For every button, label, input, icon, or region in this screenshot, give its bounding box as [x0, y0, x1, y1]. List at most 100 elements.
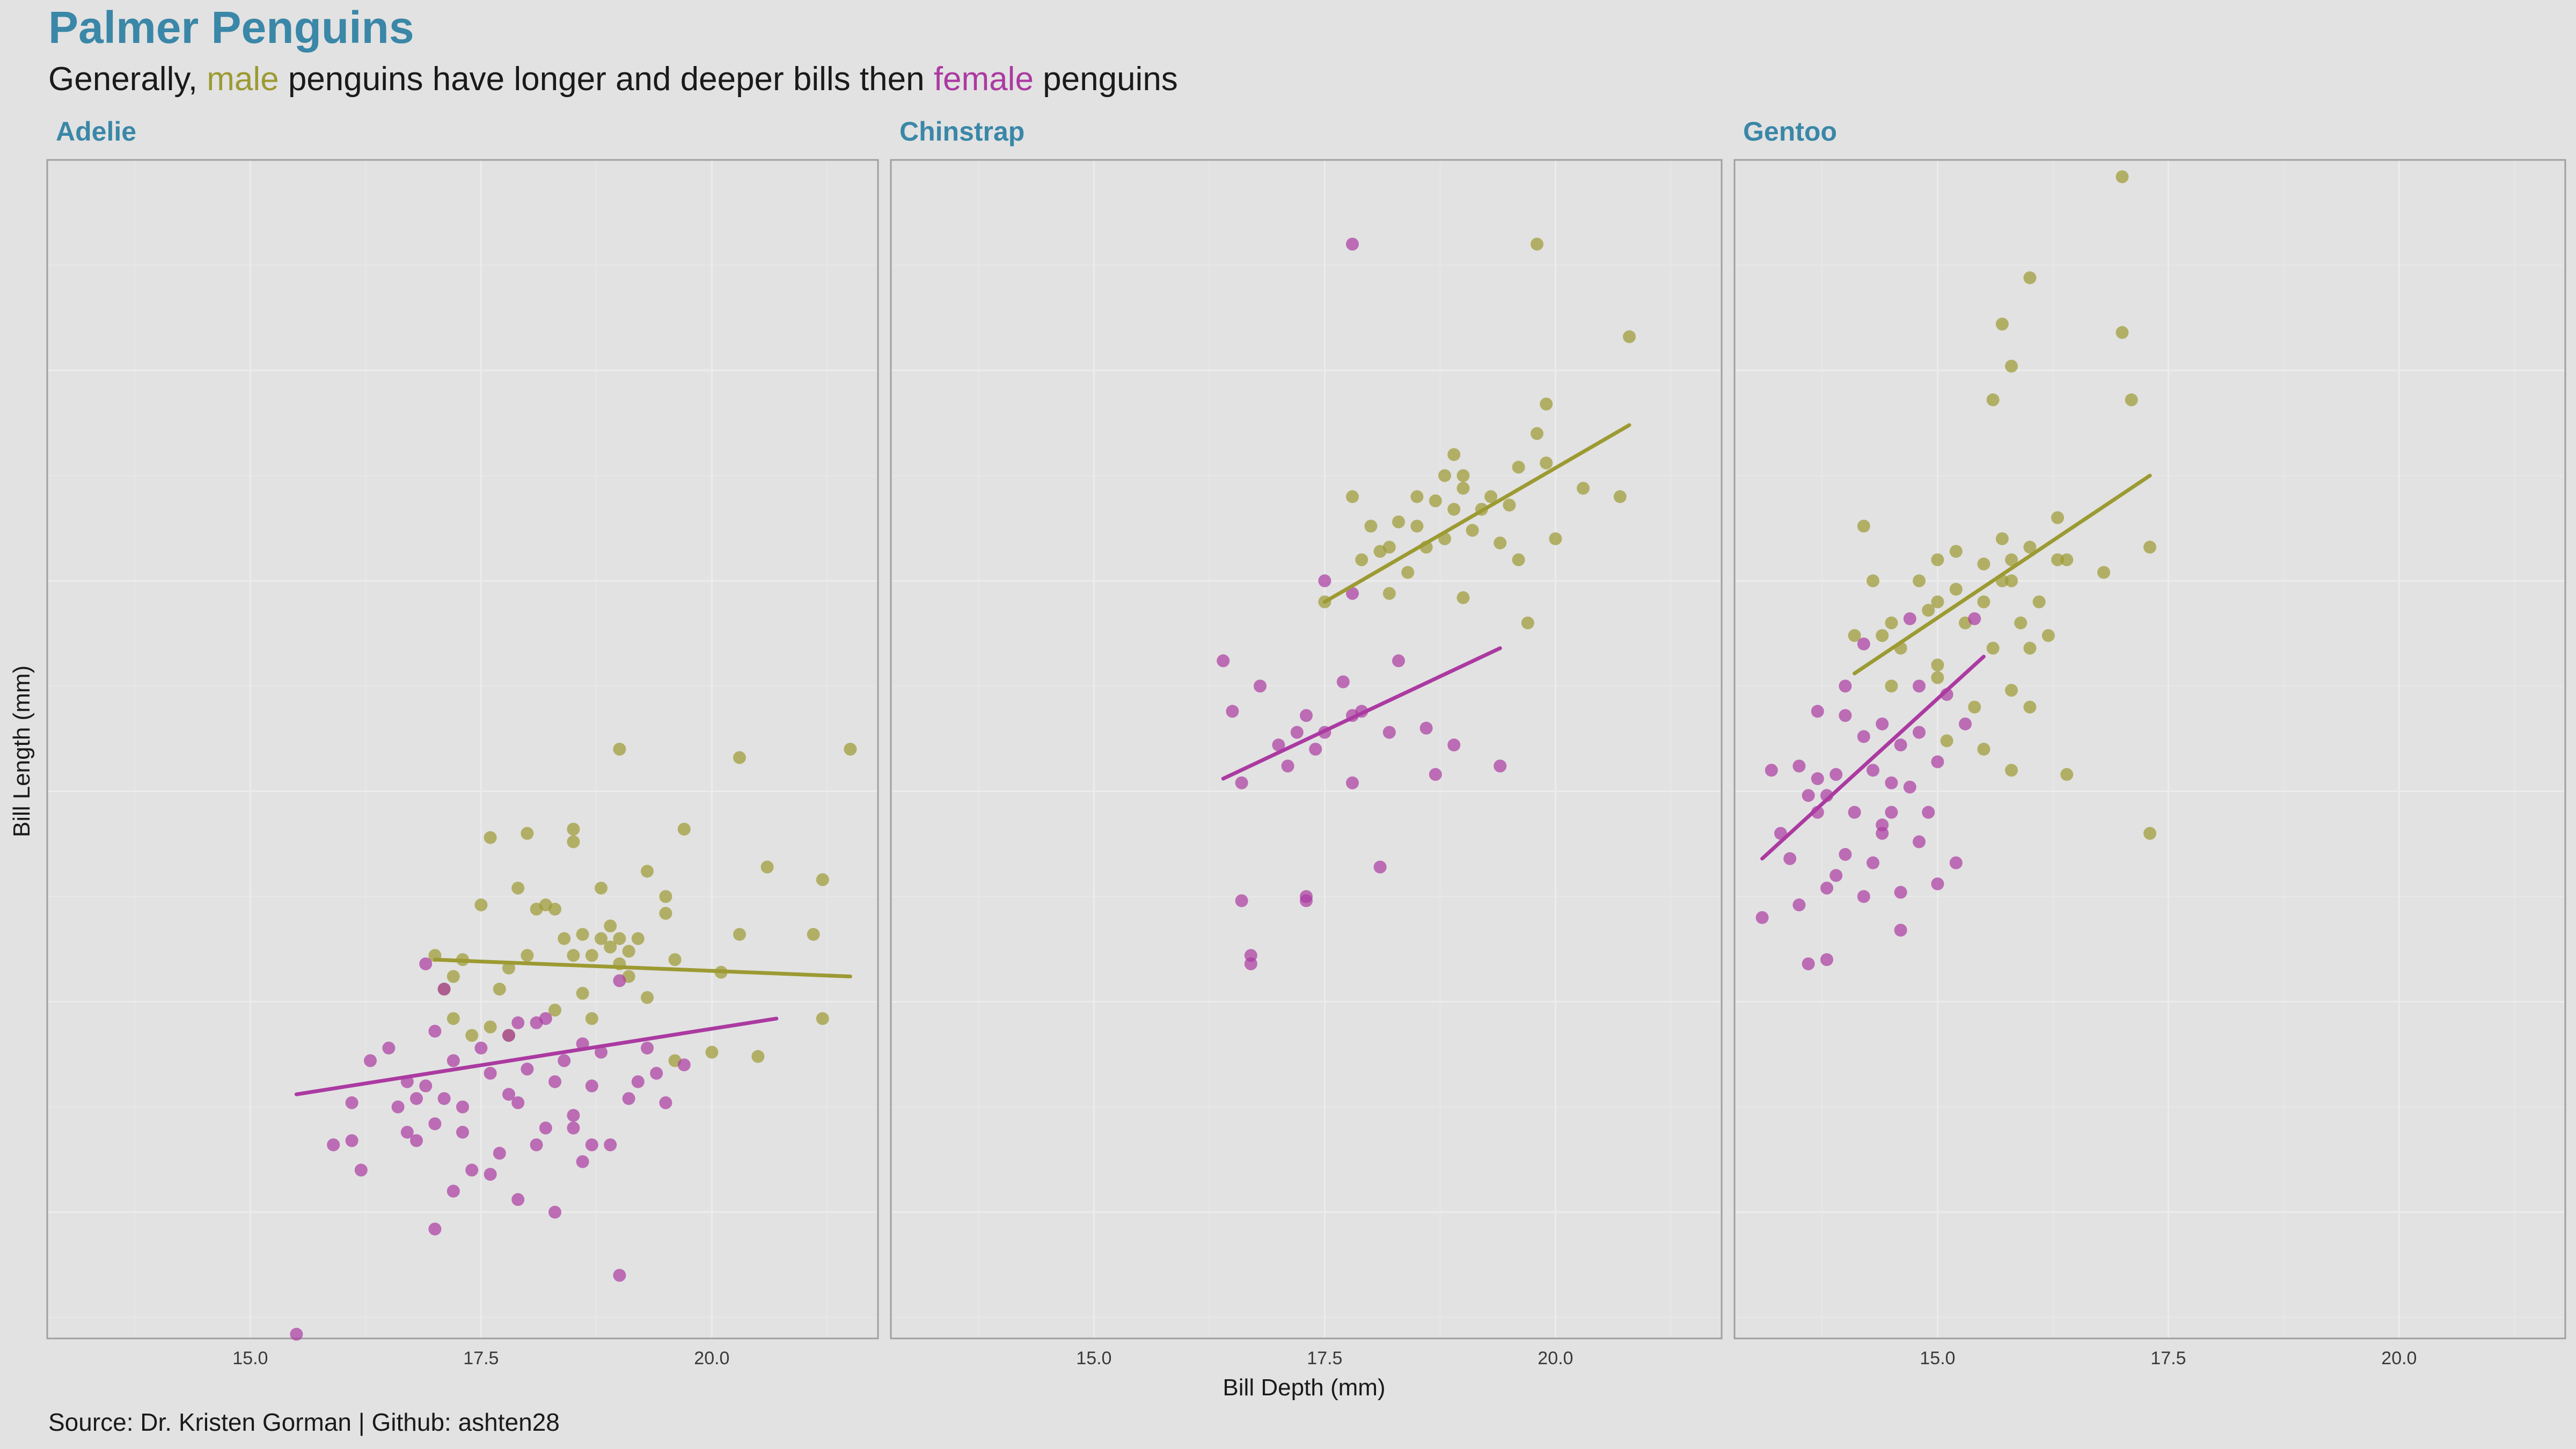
point-male	[484, 831, 497, 844]
point-male	[668, 953, 682, 967]
point-female	[1346, 237, 1359, 251]
point-female	[1876, 826, 1889, 840]
point-female	[1894, 885, 1907, 899]
point-male	[641, 865, 654, 878]
y-axis-title: Bill Length (mm)	[9, 665, 35, 837]
point-female	[484, 1066, 497, 1080]
point-male	[2060, 553, 2074, 567]
subtitle-part1: Generally,	[48, 61, 207, 98]
point-male	[604, 919, 617, 933]
point-male	[1949, 582, 1963, 596]
point-female	[1802, 957, 1815, 970]
point-male	[1447, 502, 1461, 516]
subtitle-female-word: female	[934, 61, 1034, 98]
point-female	[1765, 764, 1778, 777]
point-male	[604, 940, 617, 954]
strip-label-chinstrap: Chinstrap	[899, 116, 1024, 147]
point-male	[1540, 456, 1553, 470]
point-male	[807, 928, 820, 941]
point-female	[1346, 587, 1359, 600]
x-tick-label: 15.0	[232, 1348, 268, 1368]
x-tick-label: 20.0	[2381, 1348, 2417, 1368]
point-male	[1392, 515, 1405, 529]
point-male	[733, 751, 746, 764]
point-male	[1503, 499, 1516, 512]
point-female	[1820, 881, 1833, 895]
point-male	[1540, 397, 1553, 411]
point-female	[604, 1138, 617, 1152]
point-female	[400, 1125, 414, 1139]
point-male	[659, 906, 672, 920]
point-male	[1931, 595, 1944, 609]
point-male	[1940, 734, 1953, 748]
point-female	[1494, 759, 1507, 773]
trend-line-female	[1760, 654, 1986, 861]
point-male	[2023, 641, 2037, 655]
point-male	[1623, 330, 1636, 343]
point-female	[1792, 898, 1806, 912]
point-male	[447, 1012, 460, 1025]
point-female	[567, 1121, 580, 1135]
point-female	[1820, 953, 1833, 967]
point-male	[595, 932, 608, 945]
point-male	[2032, 595, 2046, 609]
x-tick-label: 20.0	[694, 1348, 729, 1368]
point-male	[1995, 532, 2009, 545]
point-male	[1949, 545, 1963, 558]
point-male	[1922, 604, 1935, 617]
point-female	[539, 1012, 552, 1025]
point-male	[816, 1012, 829, 1025]
trend-line-male	[1322, 423, 1631, 604]
subtitle-male-word: male	[207, 61, 279, 98]
point-male	[1848, 629, 1861, 642]
point-male	[567, 949, 580, 962]
point-male	[2005, 360, 2018, 373]
point-female	[410, 1092, 423, 1105]
point-male	[1429, 494, 1442, 508]
point-male	[585, 949, 598, 962]
point-female	[548, 1075, 561, 1088]
chart-title: Palmer Penguins	[48, 2, 414, 53]
point-female	[1254, 679, 1267, 693]
trend-line-male	[1853, 473, 2152, 676]
point-male	[1531, 427, 1543, 440]
point-male	[1931, 553, 1944, 567]
point-female	[1913, 835, 1926, 848]
point-female	[1839, 679, 1852, 693]
point-male	[641, 991, 654, 1004]
point-female	[465, 1163, 479, 1177]
point-female	[1290, 726, 1304, 739]
point-female	[1346, 776, 1359, 789]
point-female	[641, 1041, 654, 1055]
point-female	[1968, 612, 1981, 625]
point-male	[2116, 326, 2129, 339]
point-female	[1235, 894, 1248, 908]
point-female	[1300, 894, 1313, 908]
point-female	[419, 957, 433, 970]
point-male	[585, 1012, 598, 1025]
point-male	[1968, 700, 1981, 714]
chart-caption: Source: Dr. Kristen Gorman | Github: ash…	[48, 1408, 560, 1436]
panel-border	[46, 159, 879, 1340]
point-female	[650, 1066, 663, 1080]
point-female	[391, 1100, 405, 1114]
point-male	[521, 826, 534, 840]
point-male	[502, 961, 515, 975]
point-male	[816, 873, 829, 887]
point-female	[474, 1041, 488, 1055]
panel-border	[890, 159, 1723, 1340]
x-tick-label: 17.5	[463, 1348, 499, 1368]
point-female	[419, 1079, 433, 1093]
point-female	[1309, 743, 1322, 756]
point-female	[1931, 877, 1944, 890]
point-male	[493, 983, 506, 996]
point-female	[585, 1138, 598, 1152]
subtitle-part2: penguins have longer and deeper bills th…	[279, 61, 934, 98]
point-female	[345, 1134, 358, 1147]
subtitle-part3: penguins	[1034, 61, 1178, 98]
point-female	[585, 1079, 598, 1093]
point-female	[659, 1096, 672, 1109]
chart-subtitle: Generally, male penguins have longer and…	[48, 61, 1178, 98]
